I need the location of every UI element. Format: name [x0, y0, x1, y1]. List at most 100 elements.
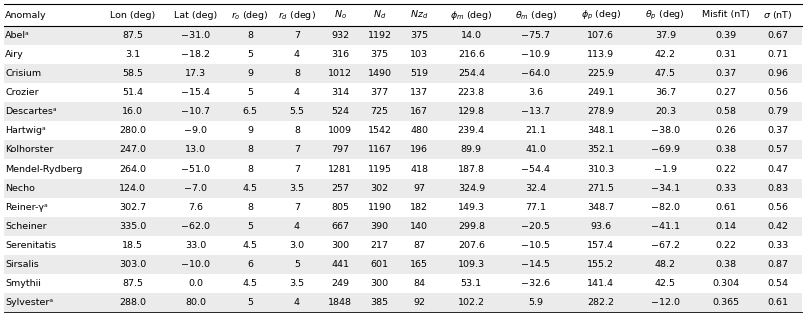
- Text: −10.7: −10.7: [181, 107, 210, 116]
- Text: Abelᵃ: Abelᵃ: [5, 31, 30, 40]
- Text: 5.9: 5.9: [529, 298, 543, 307]
- Text: −67.2: −67.2: [651, 241, 680, 250]
- Text: Scheiner: Scheiner: [5, 222, 47, 231]
- Text: −32.6: −32.6: [521, 279, 550, 288]
- Text: 89.9: 89.9: [461, 146, 482, 154]
- Text: 271.5: 271.5: [588, 184, 614, 192]
- Text: 42.5: 42.5: [655, 279, 676, 288]
- FancyBboxPatch shape: [4, 102, 802, 121]
- Text: 300: 300: [371, 279, 388, 288]
- Text: Hartwigᵃ: Hartwigᵃ: [5, 126, 46, 135]
- Text: 0.79: 0.79: [767, 107, 789, 116]
- Text: 4.5: 4.5: [243, 241, 258, 250]
- Text: 225.9: 225.9: [588, 69, 614, 78]
- Text: 3.0: 3.0: [289, 241, 305, 250]
- Text: 249.1: 249.1: [588, 88, 614, 97]
- Text: $\phi_p$ (deg): $\phi_p$ (deg): [580, 9, 621, 21]
- Text: 302.7: 302.7: [119, 203, 146, 212]
- Text: 1281: 1281: [328, 164, 352, 174]
- Text: 0.22: 0.22: [716, 241, 737, 250]
- Text: 280.0: 280.0: [119, 126, 146, 135]
- Text: 0.39: 0.39: [716, 31, 737, 40]
- Text: −51.0: −51.0: [181, 164, 210, 174]
- Text: 0.27: 0.27: [716, 88, 737, 97]
- Text: −69.9: −69.9: [651, 146, 680, 154]
- Text: 13.0: 13.0: [185, 146, 206, 154]
- Text: 16.0: 16.0: [122, 107, 143, 116]
- Text: 348.1: 348.1: [587, 126, 614, 135]
- Text: 8: 8: [294, 69, 300, 78]
- Text: 77.1: 77.1: [526, 203, 546, 212]
- Text: Crisium: Crisium: [5, 69, 41, 78]
- Text: 124.0: 124.0: [119, 184, 146, 192]
- Text: $\theta_p$ (deg): $\theta_p$ (deg): [646, 9, 685, 21]
- Text: Reiner-γᵃ: Reiner-γᵃ: [5, 203, 48, 212]
- Text: 155.2: 155.2: [588, 260, 614, 269]
- Text: 0.96: 0.96: [767, 69, 789, 78]
- Text: −15.4: −15.4: [181, 88, 210, 97]
- Text: 1192: 1192: [368, 31, 392, 40]
- Text: 0.54: 0.54: [767, 279, 789, 288]
- Text: 302: 302: [371, 184, 388, 192]
- Text: Airy: Airy: [5, 50, 23, 59]
- Text: Lon (deg): Lon (deg): [110, 10, 155, 20]
- Text: −38.0: −38.0: [650, 126, 680, 135]
- Text: 92: 92: [413, 298, 426, 307]
- Text: 932: 932: [331, 31, 349, 40]
- Text: 32.4: 32.4: [526, 184, 546, 192]
- Text: 5.5: 5.5: [289, 107, 305, 116]
- Text: 21.1: 21.1: [526, 126, 546, 135]
- Text: 303.0: 303.0: [118, 260, 146, 269]
- Text: 0.47: 0.47: [767, 164, 789, 174]
- Text: 1167: 1167: [368, 146, 392, 154]
- Text: −20.5: −20.5: [521, 222, 550, 231]
- Text: 109.3: 109.3: [458, 260, 485, 269]
- Text: 1190: 1190: [368, 203, 392, 212]
- Text: Misfit (nT): Misfit (nT): [702, 10, 750, 20]
- Text: 4.5: 4.5: [243, 184, 258, 192]
- Text: 1490: 1490: [368, 69, 392, 78]
- Text: 352.1: 352.1: [587, 146, 614, 154]
- Text: −9.0: −9.0: [184, 126, 207, 135]
- Text: 0.38: 0.38: [716, 146, 737, 154]
- Text: 390: 390: [371, 222, 388, 231]
- Text: Lat (deg): Lat (deg): [174, 10, 217, 20]
- Text: 3.5: 3.5: [289, 184, 305, 192]
- Text: 165: 165: [410, 260, 428, 269]
- Text: 288.0: 288.0: [119, 298, 146, 307]
- Text: $Nz_d$: $Nz_d$: [410, 9, 428, 21]
- Text: $N_d$: $N_d$: [373, 9, 386, 21]
- Text: 0.67: 0.67: [767, 31, 789, 40]
- Text: 4: 4: [294, 298, 300, 307]
- Text: 8: 8: [247, 203, 253, 212]
- Text: −10.0: −10.0: [181, 260, 210, 269]
- Text: 0.38: 0.38: [716, 260, 737, 269]
- Text: −34.1: −34.1: [650, 184, 680, 192]
- Text: 187.8: 187.8: [458, 164, 484, 174]
- Text: 3.1: 3.1: [125, 50, 140, 59]
- Text: 1195: 1195: [368, 164, 392, 174]
- Text: 47.5: 47.5: [655, 69, 676, 78]
- Text: Mendel-Rydberg: Mendel-Rydberg: [5, 164, 82, 174]
- Text: 0.26: 0.26: [716, 126, 737, 135]
- Text: 182: 182: [410, 203, 428, 212]
- Text: 385: 385: [371, 298, 388, 307]
- Text: 0.56: 0.56: [767, 203, 789, 212]
- Text: 42.2: 42.2: [655, 50, 676, 59]
- Text: −41.1: −41.1: [651, 222, 680, 231]
- Text: 282.2: 282.2: [588, 298, 614, 307]
- Text: 5: 5: [247, 88, 253, 97]
- Text: 725: 725: [371, 107, 388, 116]
- Text: 0.304: 0.304: [713, 279, 740, 288]
- Text: Smythii: Smythii: [5, 279, 41, 288]
- Text: 375: 375: [371, 50, 388, 59]
- Text: 51.4: 51.4: [122, 88, 143, 97]
- Text: 157.4: 157.4: [588, 241, 614, 250]
- Text: 0.57: 0.57: [767, 146, 789, 154]
- Text: 601: 601: [371, 260, 388, 269]
- Text: 113.9: 113.9: [587, 50, 614, 59]
- Text: 216.6: 216.6: [458, 50, 484, 59]
- Text: 4: 4: [294, 88, 300, 97]
- Text: 324.9: 324.9: [458, 184, 485, 192]
- Text: 4: 4: [294, 222, 300, 231]
